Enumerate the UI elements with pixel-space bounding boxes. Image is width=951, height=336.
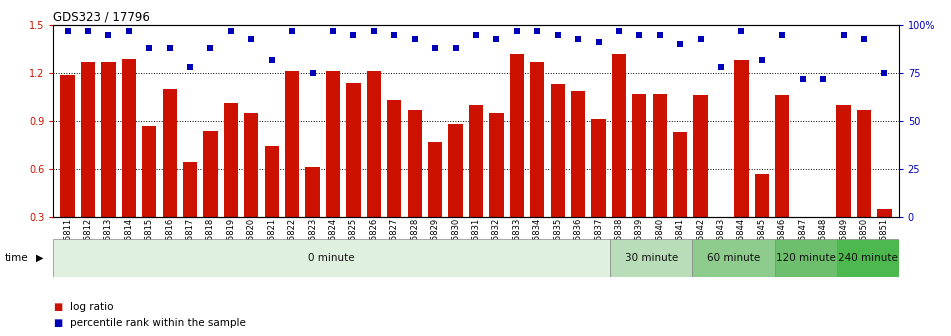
Text: percentile rank within the sample: percentile rank within the sample [70,318,246,328]
Point [203,45,218,51]
Point [264,57,280,62]
Point [60,28,75,34]
Point [734,28,749,34]
Bar [101,62,115,265]
Point [407,36,422,41]
Text: GDS323 / 17796: GDS323 / 17796 [53,10,150,23]
Point [877,71,892,76]
Bar [285,72,300,265]
Point [101,32,116,38]
Bar [734,60,748,265]
Bar [551,84,565,265]
Point [754,57,769,62]
Bar [857,110,871,265]
Bar [183,163,197,265]
Bar [775,239,837,277]
Text: ■: ■ [53,302,63,312]
Point [816,76,831,82]
Bar [408,110,422,265]
Bar [837,239,899,277]
Bar [264,146,279,265]
Bar [387,100,401,265]
Point [489,36,504,41]
Point [550,32,565,38]
Point [509,28,524,34]
Bar [611,54,626,265]
Point [81,28,96,34]
Bar [610,239,692,277]
Text: 60 minute: 60 minute [708,253,761,263]
Text: 240 minute: 240 minute [838,253,898,263]
Bar [142,126,156,265]
Point [243,36,259,41]
Point [428,45,443,51]
Bar [469,105,483,265]
Bar [204,131,218,265]
Bar [877,209,891,265]
Text: log ratio: log ratio [70,302,114,312]
Bar [244,113,259,265]
Point [652,32,668,38]
Point [325,28,340,34]
Point [183,65,198,70]
Text: 0 minute: 0 minute [308,253,355,263]
Point [284,28,300,34]
Bar [571,91,585,265]
Bar [367,72,381,265]
Bar [122,59,136,265]
Bar [837,105,851,265]
Bar [163,89,177,265]
Bar [632,94,647,265]
Bar [673,132,688,265]
Bar [61,75,75,265]
Bar [692,239,775,277]
Text: ▶: ▶ [36,253,44,263]
Point [468,32,483,38]
Bar [489,113,503,265]
Bar [816,223,830,265]
Text: time: time [5,253,29,263]
Bar [714,233,728,265]
Bar [510,54,524,265]
Bar [53,239,610,277]
Point [142,45,157,51]
Bar [755,174,769,265]
Point [305,71,320,76]
Bar [796,229,810,265]
Point [571,36,586,41]
Bar [305,167,320,265]
Point [836,32,851,38]
Bar [81,62,95,265]
Point [856,36,871,41]
Point [611,28,627,34]
Text: 30 minute: 30 minute [625,253,678,263]
Point [121,28,136,34]
Bar [223,103,238,265]
Text: ■: ■ [53,318,63,328]
Bar [449,124,463,265]
Point [795,76,810,82]
Bar [530,62,544,265]
Bar [775,95,789,265]
Point [713,65,728,70]
Point [448,45,463,51]
Point [366,28,381,34]
Point [387,32,402,38]
Point [591,40,606,45]
Point [346,32,361,38]
Point [631,32,647,38]
Bar [652,94,667,265]
Text: 120 minute: 120 minute [776,253,836,263]
Bar [326,72,340,265]
Bar [428,142,442,265]
Point [775,32,790,38]
Bar [693,95,708,265]
Point [223,28,239,34]
Point [672,42,688,47]
Bar [592,119,606,265]
Point [530,28,545,34]
Point [693,36,708,41]
Point [162,45,177,51]
Bar [346,83,360,265]
